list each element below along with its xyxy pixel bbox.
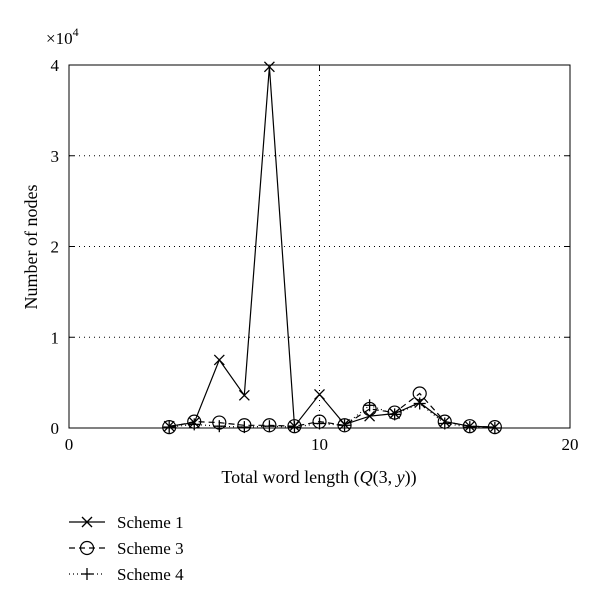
x-marker-stroke [81,516,93,528]
circle-marker-shape [162,419,177,435]
data-point-scheme-4 [463,421,476,434]
circle-marker-shape [337,418,352,433]
data-point-scheme-4 [438,417,451,430]
data-point-scheme-3 [337,418,352,433]
x-marker-stroke [314,388,325,400]
axis-ticks: 0 10 20 0 1 2 3 4 [51,56,579,454]
data-point-scheme-4 [388,408,401,421]
legend-marker [79,540,95,556]
x-marker-stroke [238,389,250,401]
legend-item-scheme-1: Scheme 1 [69,513,184,532]
grid [69,65,570,428]
series-line-scheme-1 [169,66,495,428]
x-marker-stroke [263,61,275,73]
y-tick-label: 4 [51,56,60,75]
legend-marker [81,516,93,528]
x-tick-label: 0 [65,435,74,454]
data-point-scheme-4 [163,421,176,434]
data-point-scheme-4 [488,422,501,434]
series-group [162,61,502,435]
x-tick-label: 10 [311,435,328,454]
y-axis-multiplier: ×104 [46,25,79,48]
legend: Scheme 1 Scheme 3 Scheme 4 [69,513,184,584]
data-point-scheme-4 [288,421,301,434]
y-tick-label: 0 [51,419,60,438]
series-line-scheme-3 [169,392,495,428]
data-point-scheme-4 [263,420,276,433]
data-point-scheme-4 [213,420,226,433]
x-marker-stroke [213,354,225,366]
data-point-scheme-4 [313,417,326,430]
legend-item-scheme-3: Scheme 3 [69,539,184,558]
legend-item-scheme-4: Scheme 4 [69,565,184,584]
circle-marker-shape [79,540,95,556]
x-tick-label: 20 [562,435,579,454]
legend-label: Scheme 4 [117,565,184,584]
data-point-scheme-1 [238,389,250,401]
data-point-scheme-1 [263,61,275,73]
data-point-scheme-4 [338,419,351,432]
data-point-scheme-3 [162,419,177,435]
data-point-scheme-4 [238,421,251,434]
y-tick-label: 1 [51,328,60,347]
y-axis-multiplier-exponent: 4 [73,25,79,39]
data-point-scheme-4 [363,399,376,412]
legend-label: Scheme 3 [117,539,184,558]
y-tick-label: 3 [51,147,60,166]
data-point-scheme-4 [413,397,426,410]
legend-marker [81,568,93,580]
y-tick-label: 2 [51,238,60,257]
series-line-scheme-4 [169,402,495,429]
data-point-scheme-1 [314,388,325,400]
x-marker-stroke [364,410,376,422]
legend-label: Scheme 1 [117,513,184,532]
data-point-scheme-1 [213,354,225,366]
data-point-scheme-1 [364,410,376,422]
x-axis-label: Total word length (Q(3, y)) [221,467,416,488]
y-axis-label: Number of nodes [21,185,41,310]
data-point-scheme-4 [188,418,201,431]
